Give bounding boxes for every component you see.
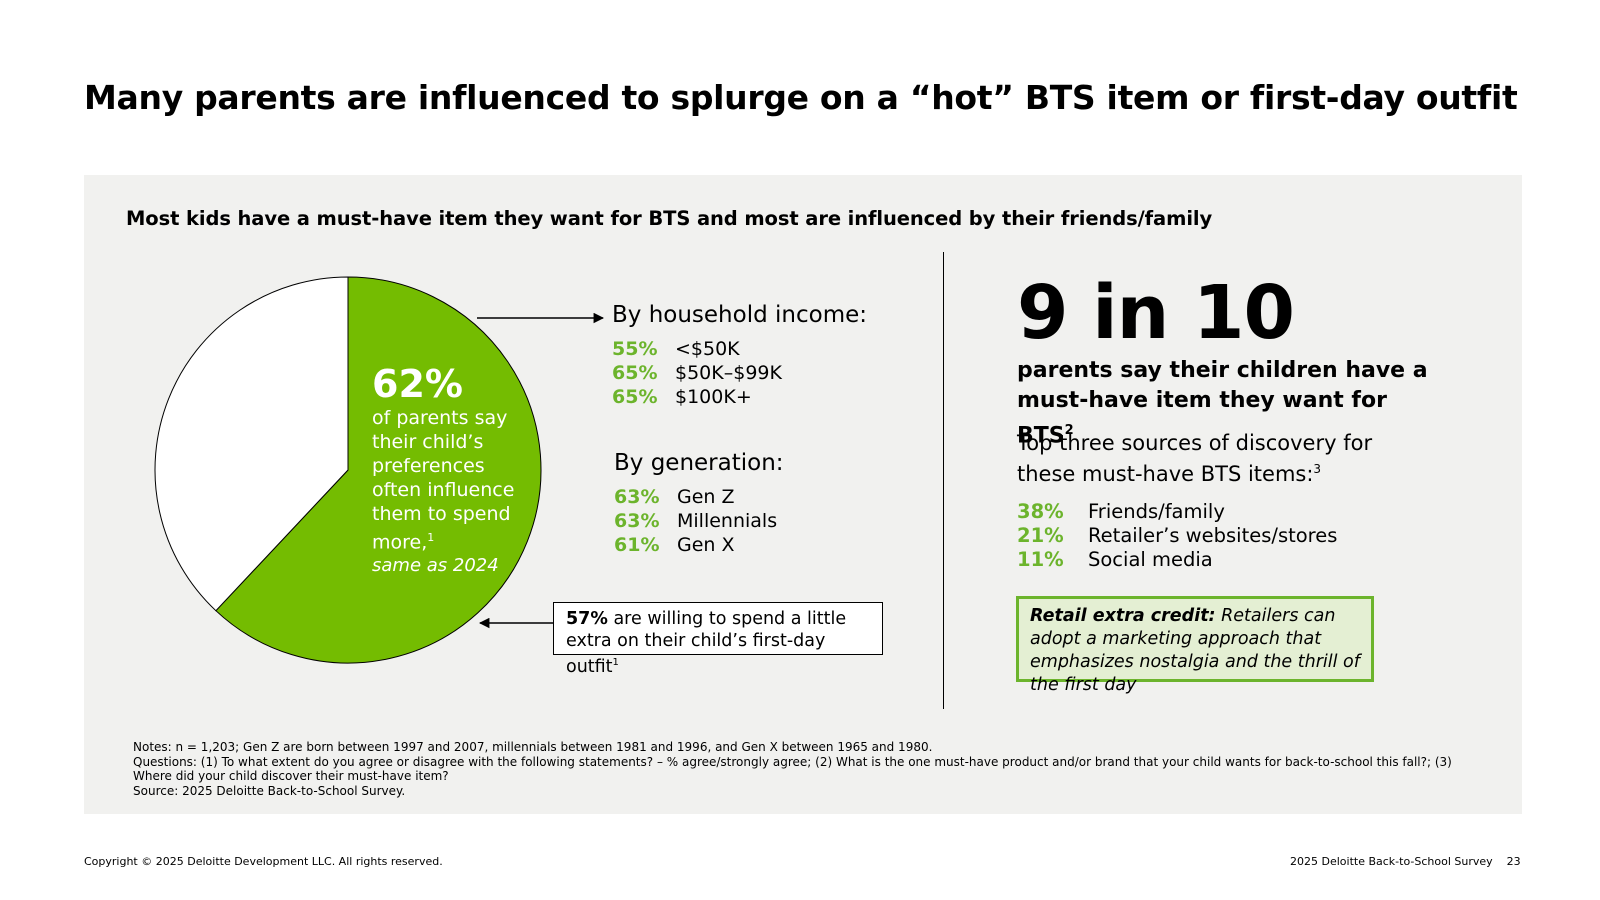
income-row: 55% <$50K <box>612 338 740 360</box>
stat-description: parents say their children have a must-h… <box>1017 358 1428 449</box>
pie-chart <box>154 276 542 664</box>
pie-label-note: same as 2024 <box>372 555 499 577</box>
notes-line: Source: 2025 Deloitte Back-to-School Sur… <box>133 783 406 798</box>
income-row: 65% $100K+ <box>612 386 752 408</box>
pie-label-value: 62% <box>372 362 463 406</box>
notes: Notes: n = 1,203; Gen Z are born between… <box>133 740 1453 798</box>
source-row: 11% Social media <box>1017 548 1213 571</box>
vertical-divider <box>943 252 944 709</box>
pie-slice-1 <box>154 276 349 612</box>
notes-line: Questions: (1) To what extent do you agr… <box>133 754 1452 784</box>
pie-label: 62% of parents say their child’s prefere… <box>372 362 537 578</box>
sources-heading: Top three sources of discovery for these… <box>1017 431 1373 486</box>
generation-heading: By generation: <box>614 450 784 476</box>
source-row: 21% Retailer’s websites/stores <box>1017 524 1338 547</box>
outfit-callout: 57% are willing to spend a little extra … <box>553 602 883 677</box>
page-number: 23 <box>1506 855 1521 868</box>
generation-row: 63% Gen Z <box>614 486 735 508</box>
footer-right: 2025 Deloitte Back-to-School Survey 23 <box>1290 855 1521 868</box>
panel-title: Most kids have a must-have item they wan… <box>126 207 1213 230</box>
retail-credit-box: Retail extra credit: Retailers can adopt… <box>1016 596 1374 695</box>
notes-line: Notes: n = 1,203; Gen Z are born between… <box>133 740 933 754</box>
pie-label-text: of parents say their child’s preferences… <box>372 407 515 554</box>
income-row: 65% $50K–$99K <box>612 362 782 384</box>
generation-row: 63% Millennials <box>614 510 778 532</box>
source-row: 38% Friends/family <box>1017 500 1225 523</box>
page-title: Many parents are influenced to splurge o… <box>84 78 1518 117</box>
generation-row: 61% Gen X <box>614 534 735 556</box>
footer-survey: 2025 Deloitte Back-to-School Survey <box>1290 855 1493 868</box>
pie-slice-0 <box>215 276 542 664</box>
income-heading: By household income: <box>612 302 867 328</box>
footer-copyright: Copyright © 2025 Deloitte Development LL… <box>84 855 443 868</box>
big-stat: 9 in 10 <box>1017 270 1295 356</box>
